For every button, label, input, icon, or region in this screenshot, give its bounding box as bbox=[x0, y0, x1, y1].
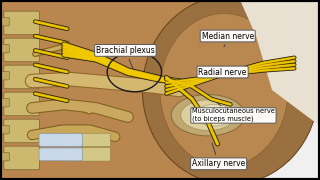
FancyBboxPatch shape bbox=[0, 125, 9, 134]
FancyBboxPatch shape bbox=[4, 146, 39, 170]
FancyBboxPatch shape bbox=[4, 38, 39, 62]
FancyBboxPatch shape bbox=[4, 11, 39, 35]
FancyBboxPatch shape bbox=[4, 92, 39, 116]
FancyBboxPatch shape bbox=[69, 133, 110, 147]
FancyBboxPatch shape bbox=[0, 44, 9, 53]
Ellipse shape bbox=[142, 0, 318, 180]
Text: Axillary nerve: Axillary nerve bbox=[192, 143, 245, 168]
Text: Brachial plexus: Brachial plexus bbox=[96, 46, 155, 69]
FancyBboxPatch shape bbox=[0, 0, 224, 180]
FancyBboxPatch shape bbox=[0, 152, 9, 161]
FancyBboxPatch shape bbox=[39, 148, 83, 161]
FancyBboxPatch shape bbox=[0, 98, 9, 107]
Circle shape bbox=[181, 100, 235, 130]
Polygon shape bbox=[186, 0, 320, 180]
Circle shape bbox=[195, 104, 234, 126]
FancyBboxPatch shape bbox=[4, 65, 39, 89]
Text: Musculocutaneous nerve
(to biceps muscle): Musculocutaneous nerve (to biceps muscle… bbox=[192, 102, 275, 122]
FancyBboxPatch shape bbox=[0, 71, 9, 80]
FancyBboxPatch shape bbox=[4, 119, 39, 143]
FancyBboxPatch shape bbox=[39, 134, 83, 146]
FancyBboxPatch shape bbox=[0, 17, 9, 26]
Text: Median nerve: Median nerve bbox=[202, 31, 254, 47]
Circle shape bbox=[171, 94, 245, 136]
Ellipse shape bbox=[160, 14, 288, 167]
Polygon shape bbox=[240, 0, 320, 126]
FancyBboxPatch shape bbox=[69, 148, 110, 161]
Text: Radial nerve: Radial nerve bbox=[198, 68, 247, 76]
